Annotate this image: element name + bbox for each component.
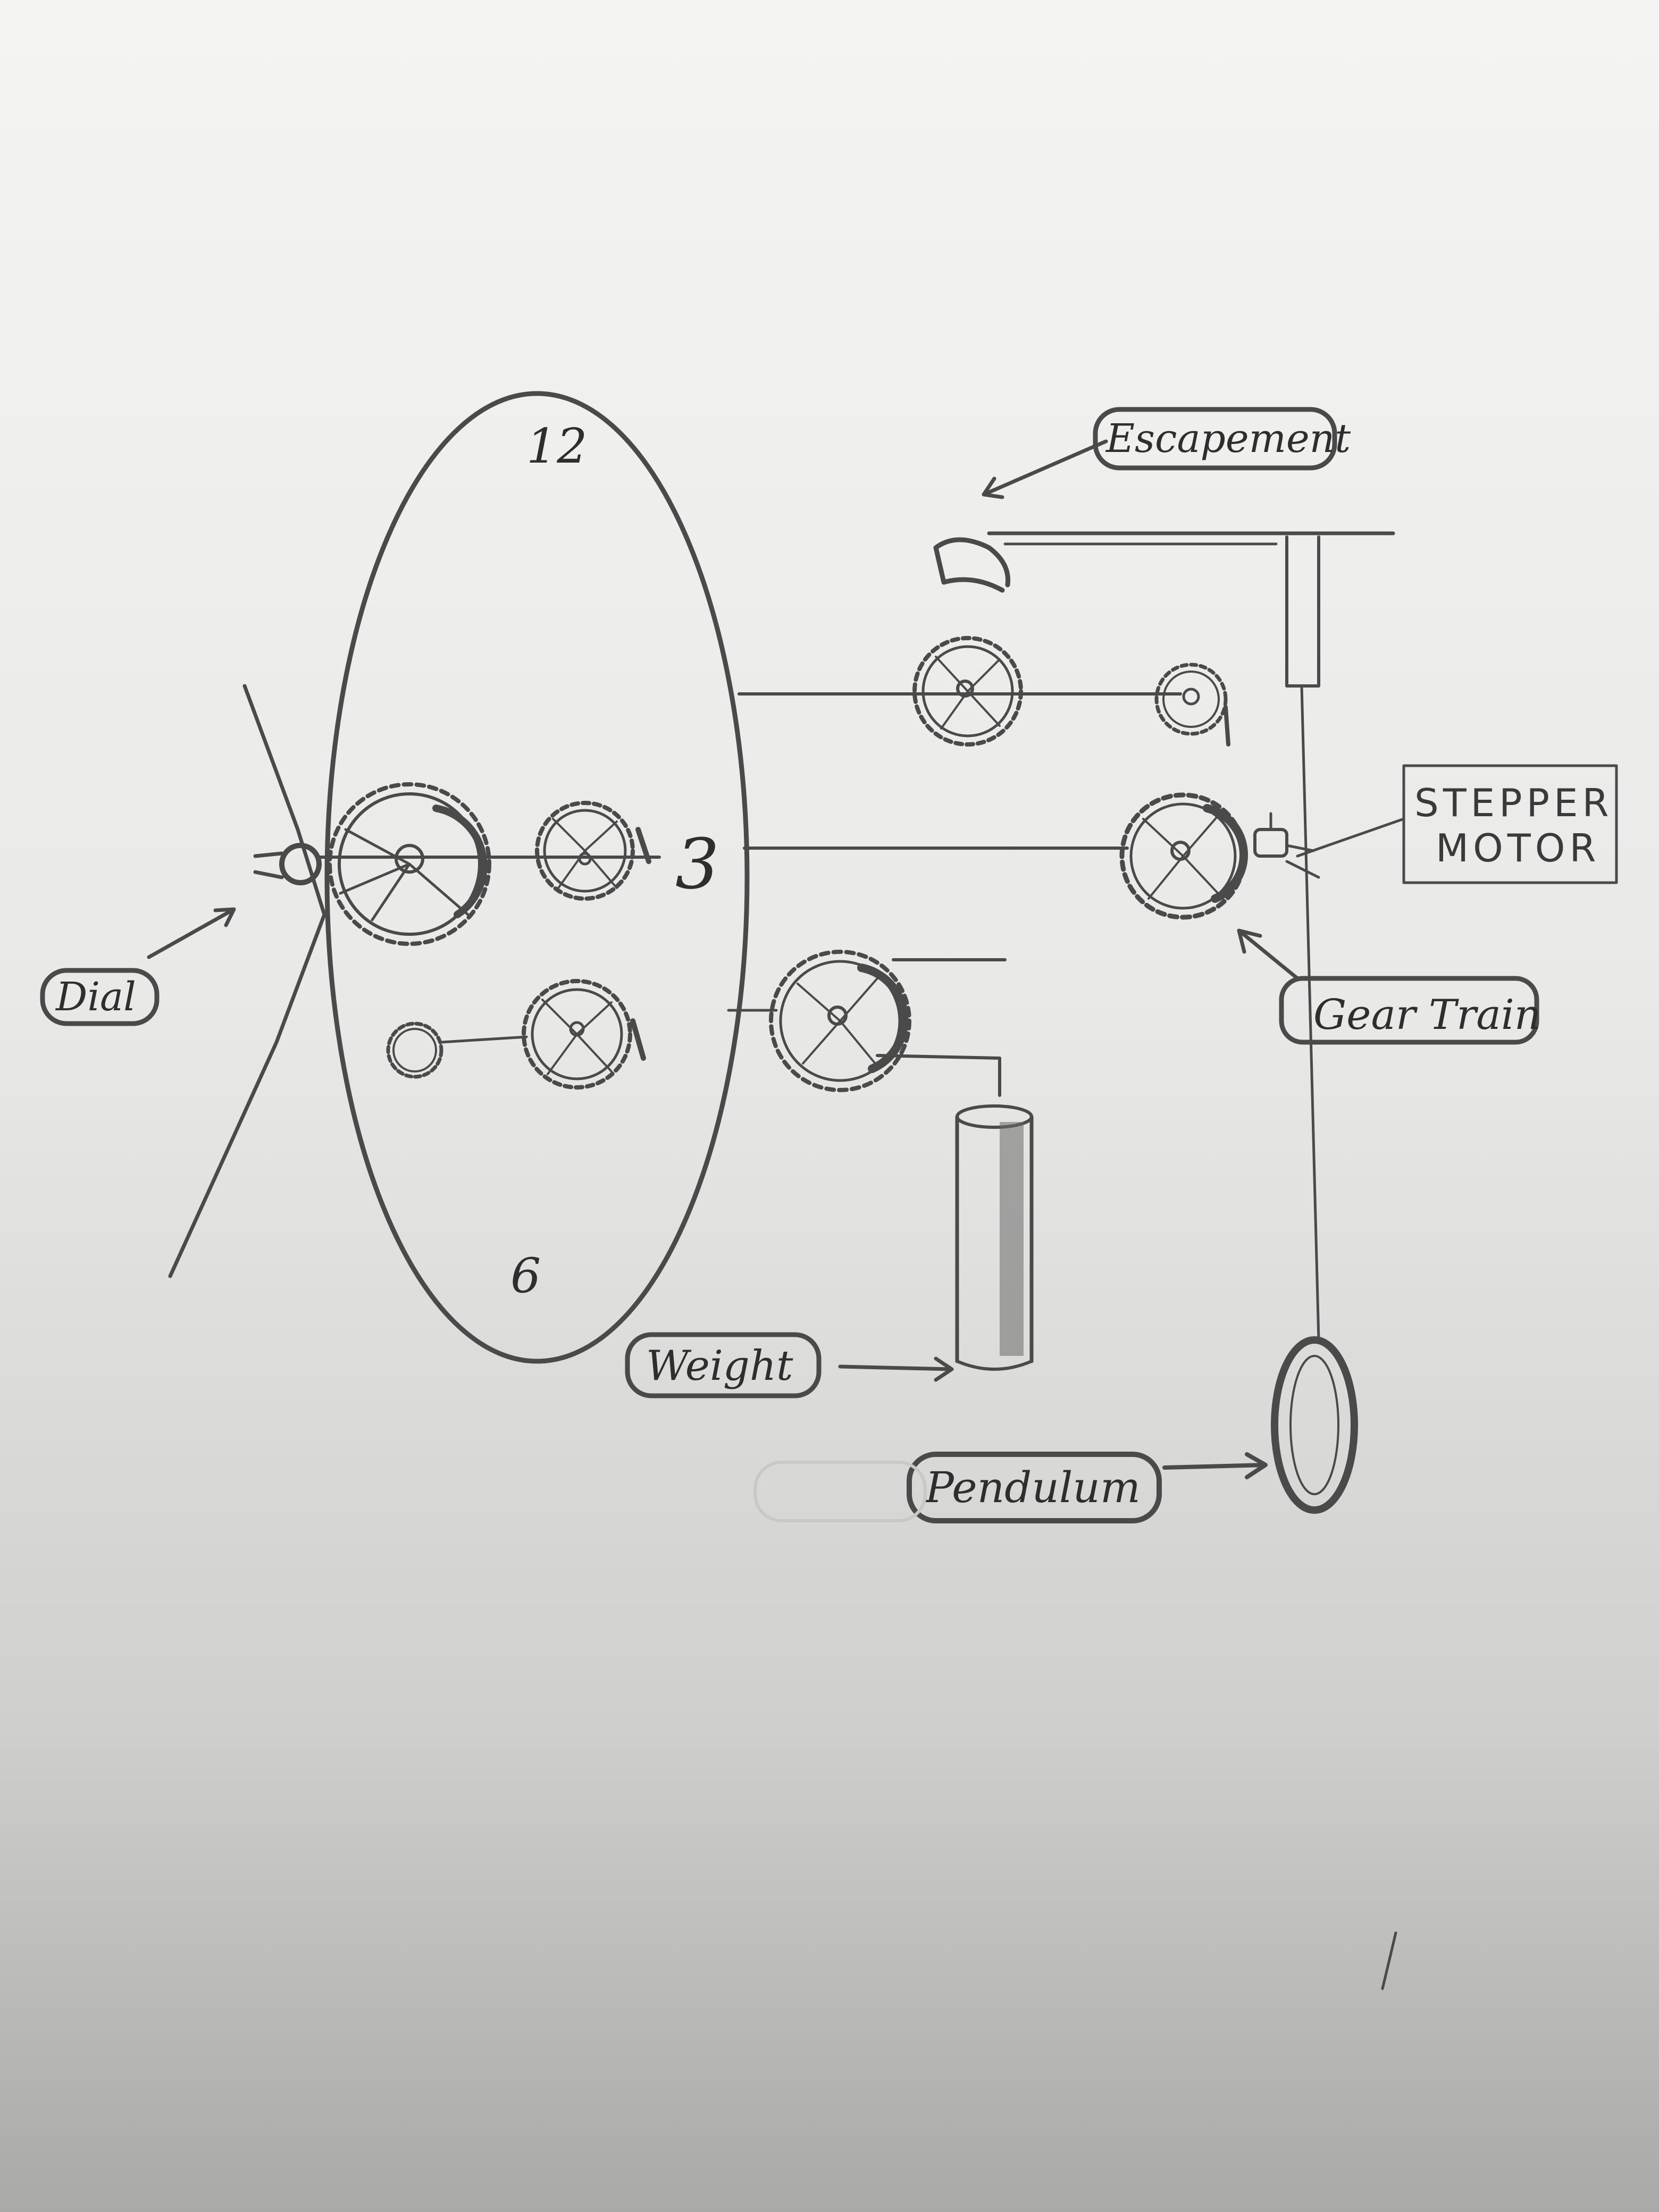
- pendulum-bracket: [1285, 535, 1320, 688]
- escapement-anchor: [933, 537, 1011, 593]
- label-weight-text: Weight: [646, 1342, 793, 1390]
- dial-number-6: 6: [510, 1248, 541, 1304]
- gear-train-arrow: [1237, 928, 1300, 981]
- escapement-arrow: [982, 439, 1108, 499]
- small-pinion: [386, 1021, 528, 1079]
- dial-arrow: [147, 907, 236, 959]
- label-pendulum-text: Pendulum: [924, 1463, 1141, 1512]
- dial-hub-key: [253, 851, 284, 879]
- weight-cylinder: [955, 1104, 1034, 1371]
- pendulum-rod: [1300, 684, 1320, 1342]
- stray-mark: [1381, 1931, 1397, 1990]
- weight-cord: [876, 1054, 1001, 1097]
- clock-face: [324, 391, 750, 1364]
- dial-number-12: 12: [526, 418, 588, 474]
- label-dial: Dial: [40, 968, 160, 1026]
- gear-train-wheel: [1119, 792, 1248, 920]
- upper-gear: [535, 801, 651, 901]
- pendulum-arrow: [1162, 1452, 1268, 1479]
- label-dial-text: Dial: [55, 974, 136, 1020]
- label-stepper-motor: STEPPER MOTOR: [1402, 764, 1618, 884]
- large-gear: [328, 782, 491, 946]
- weight-arrow: [838, 1356, 954, 1382]
- label-weight: Weight: [625, 1332, 822, 1398]
- upper-right-gear: [1154, 663, 1230, 747]
- dial-plate-edge: [168, 684, 326, 1278]
- stepper-motor-unit: [1253, 812, 1320, 879]
- label-escapement: Escapement: [1093, 407, 1351, 471]
- pendulum-bob: [1271, 1336, 1358, 1514]
- label-gear-train-text: Gear Train: [1313, 991, 1541, 1039]
- label-escapement-text: Escapement: [1105, 416, 1351, 462]
- stepper-motor-pointer: [1296, 817, 1405, 858]
- label-stepper-motor-line1: STEPPER: [1414, 781, 1613, 825]
- escapement-wheel: [912, 636, 1023, 747]
- label-gear-train: Gear Train: [1279, 976, 1541, 1045]
- dial-number-3: 3: [675, 824, 719, 904]
- weight-drive-gear: [769, 950, 911, 1092]
- label-stepper-motor-line2: MOTOR: [1436, 826, 1600, 870]
- label-pendulum: Pendulum: [907, 1452, 1162, 1523]
- erased-label-ghost: [753, 1461, 927, 1522]
- lower-gear: [522, 979, 646, 1090]
- dial-hub: [279, 843, 322, 885]
